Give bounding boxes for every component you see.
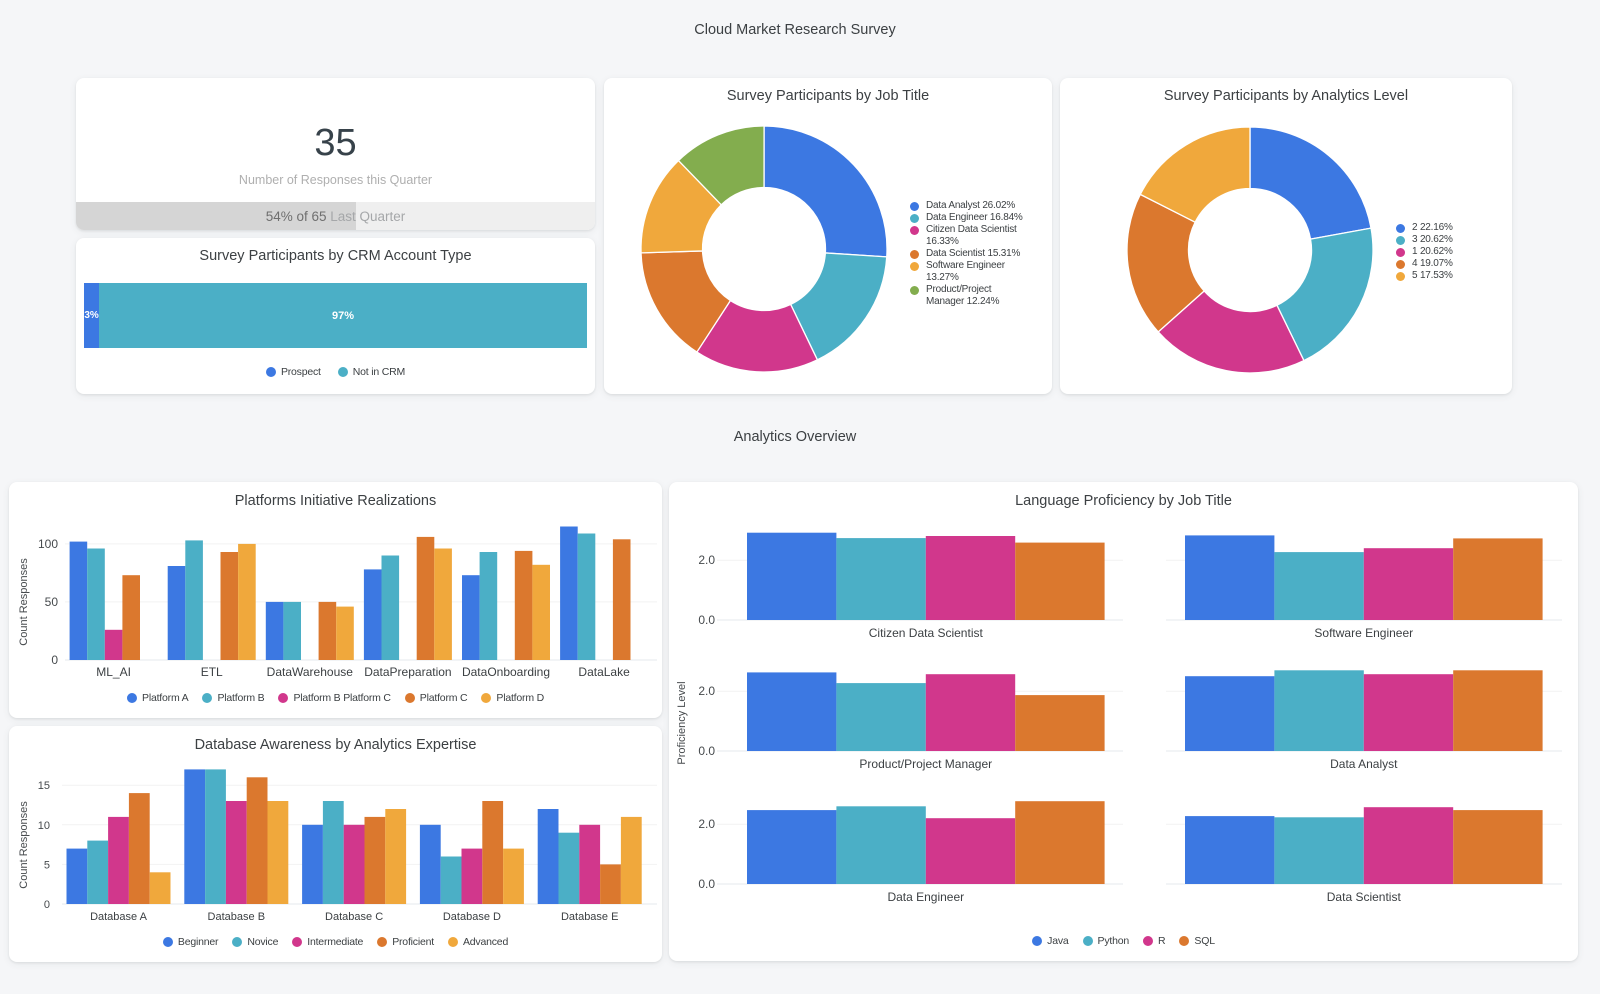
svg-text:Count Responses: Count Responses bbox=[18, 558, 30, 646]
svg-text:Database B: Database B bbox=[208, 911, 265, 923]
svg-text:DataLake: DataLake bbox=[578, 665, 630, 679]
svg-text:50: 50 bbox=[45, 595, 59, 609]
svg-text:0.0: 0.0 bbox=[698, 613, 715, 627]
svg-text:ML_AI: ML_AI bbox=[96, 665, 131, 679]
svg-text:Database C: Database C bbox=[325, 911, 383, 923]
svg-text:Database A: Database A bbox=[90, 911, 148, 923]
svg-text:Data Engineer: Data Engineer bbox=[887, 890, 964, 904]
svg-text:Count Responses: Count Responses bbox=[18, 801, 30, 889]
svg-text:100: 100 bbox=[38, 537, 58, 551]
svg-text:5: 5 bbox=[44, 859, 50, 871]
svg-text:2.0: 2.0 bbox=[698, 553, 715, 567]
svg-text:Product/Project Manager: Product/Project Manager bbox=[859, 757, 992, 771]
svg-text:DataOnboarding: DataOnboarding bbox=[462, 665, 550, 679]
svg-text:0: 0 bbox=[44, 899, 50, 911]
svg-text:DataPreparation: DataPreparation bbox=[364, 665, 451, 679]
svg-text:2.0: 2.0 bbox=[698, 684, 715, 698]
svg-text:10: 10 bbox=[38, 820, 50, 832]
svg-text:2.0: 2.0 bbox=[698, 817, 715, 831]
svg-text:Proficiency Level: Proficiency Level bbox=[676, 681, 688, 764]
svg-text:15: 15 bbox=[38, 780, 50, 792]
svg-text:0.0: 0.0 bbox=[698, 744, 715, 758]
svg-text:Data Scientist: Data Scientist bbox=[1327, 890, 1402, 904]
svg-text:Software Engineer: Software Engineer bbox=[1314, 626, 1413, 640]
svg-text:ETL: ETL bbox=[201, 665, 223, 679]
svg-text:Data Analyst: Data Analyst bbox=[1330, 757, 1398, 771]
svg-text:DataWarehouse: DataWarehouse bbox=[267, 665, 354, 679]
svg-text:0.0: 0.0 bbox=[698, 877, 715, 891]
svg-text:Database D: Database D bbox=[443, 911, 501, 923]
svg-text:Citizen Data Scientist: Citizen Data Scientist bbox=[869, 626, 984, 640]
svg-text:0: 0 bbox=[51, 653, 58, 667]
svg-text:Database E: Database E bbox=[561, 911, 618, 923]
